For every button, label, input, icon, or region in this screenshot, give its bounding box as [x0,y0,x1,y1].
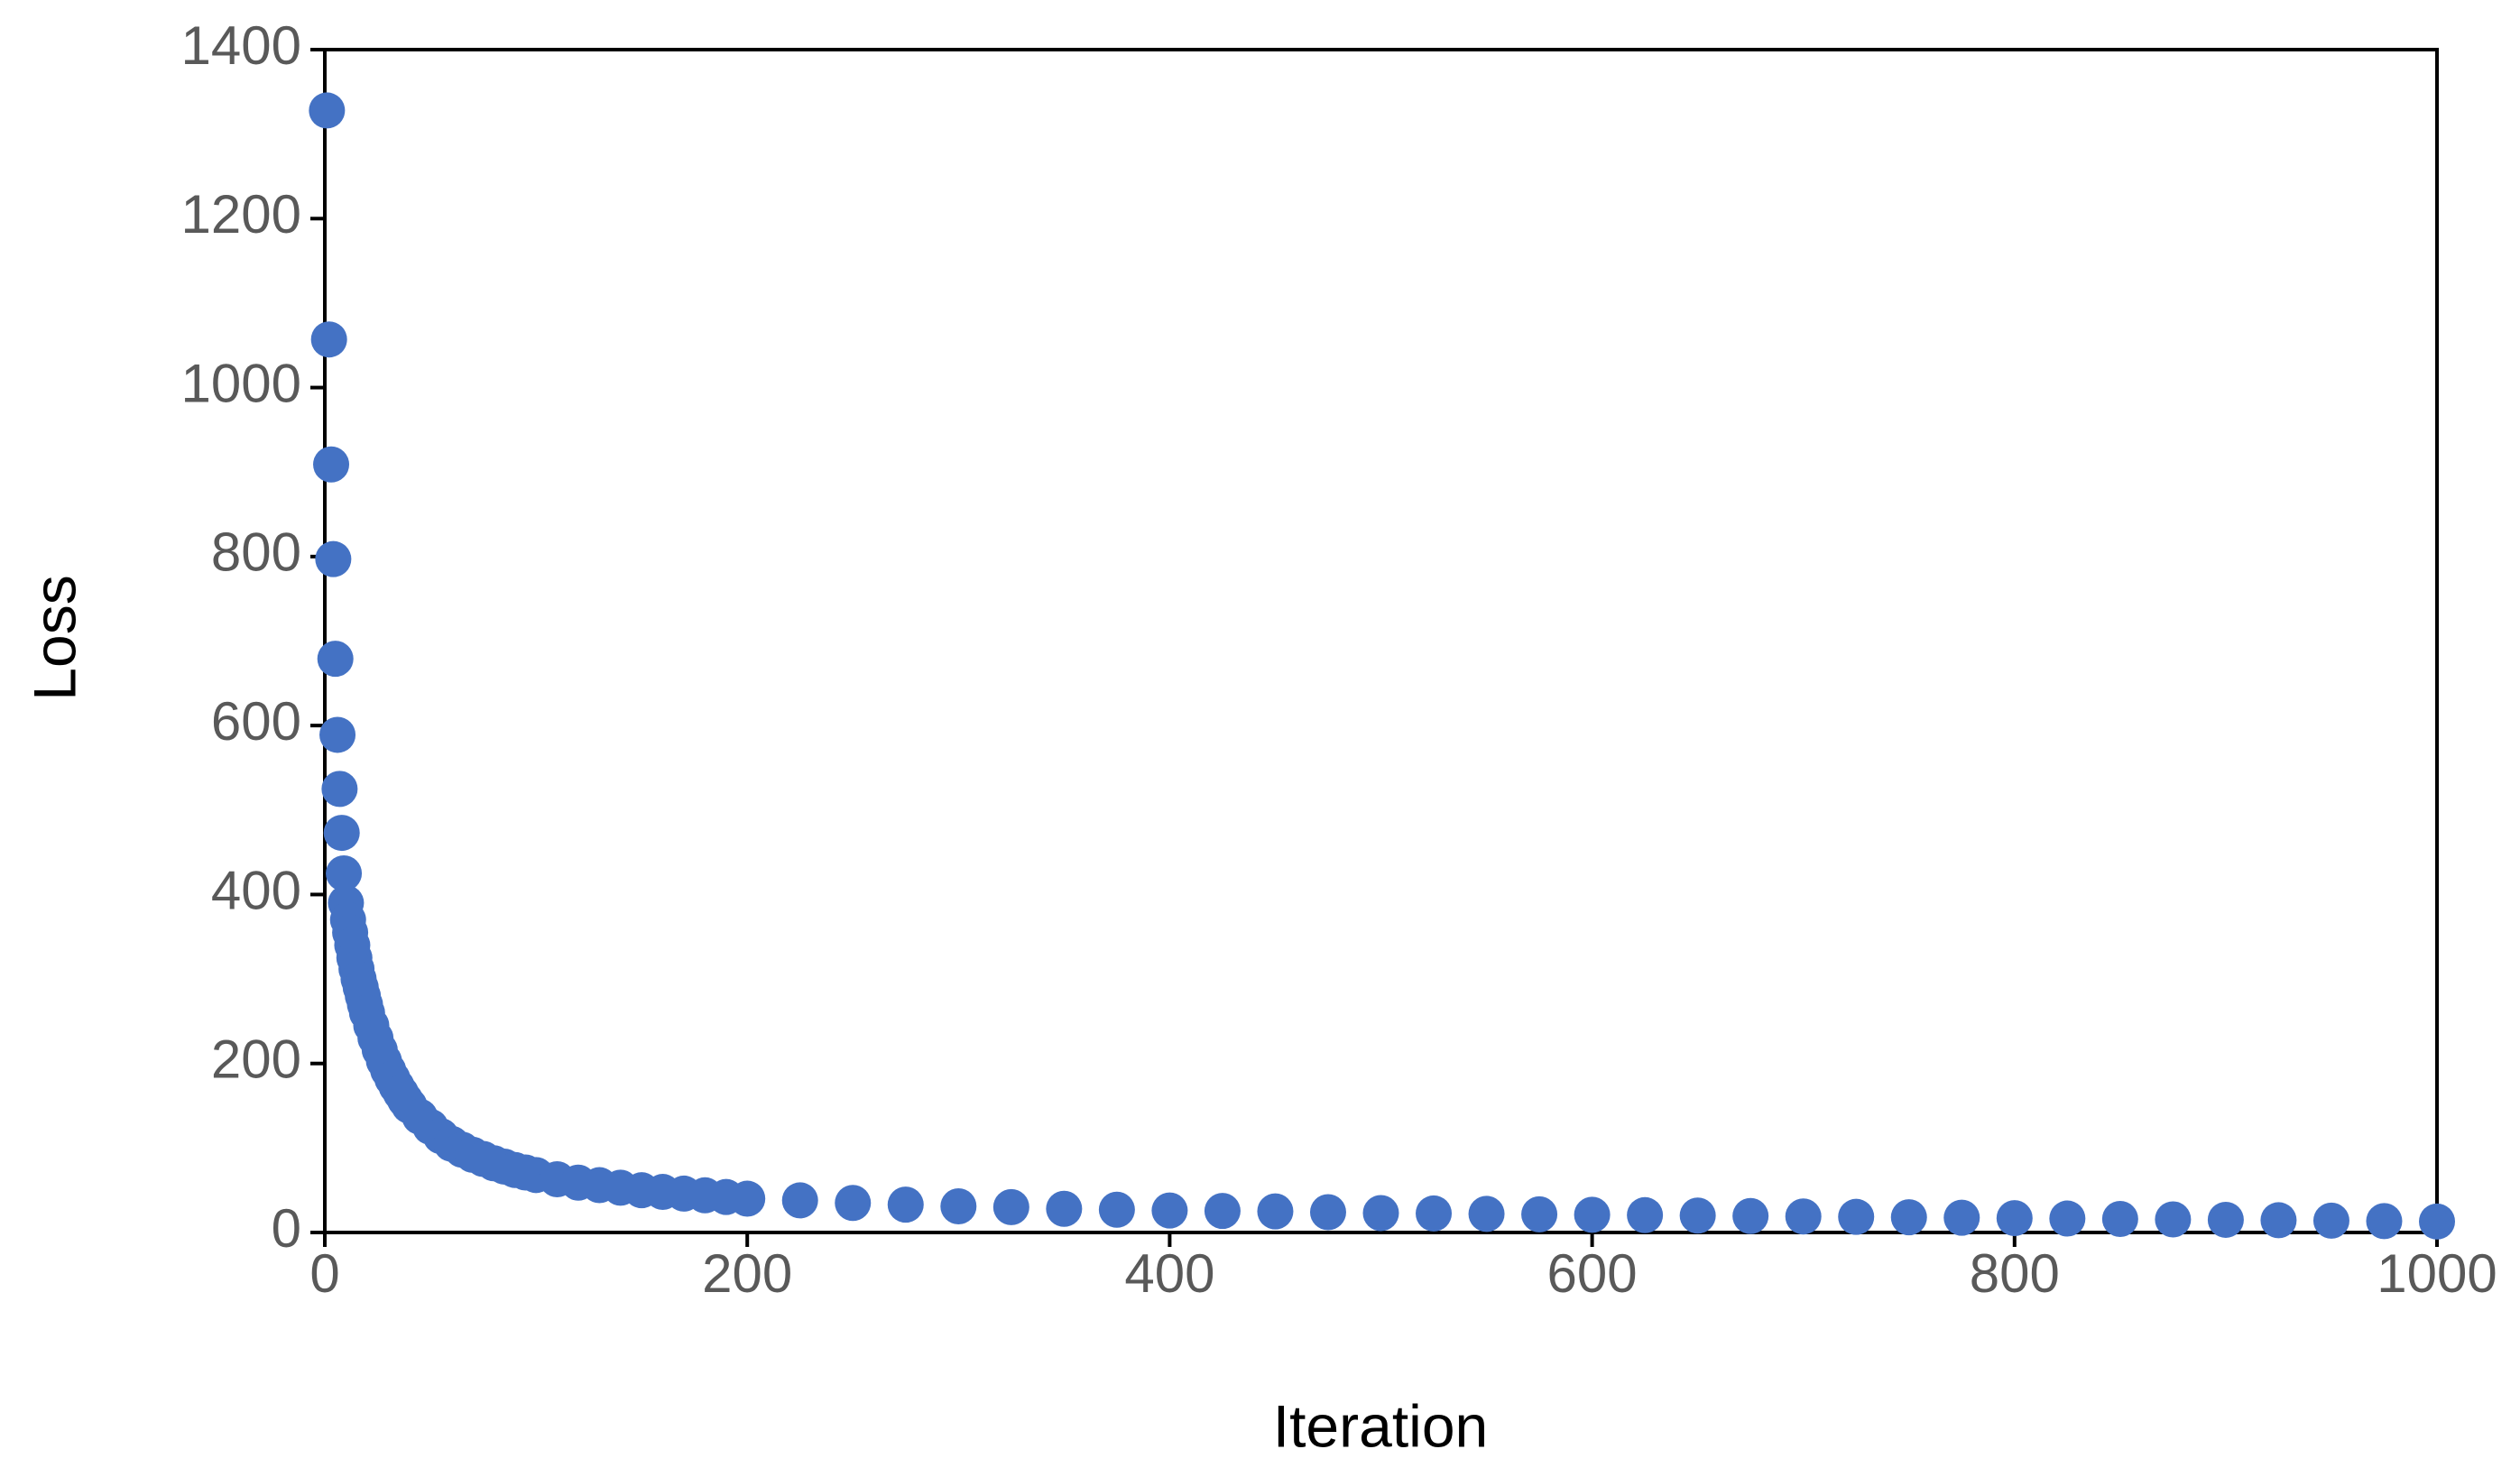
point [1996,1200,2033,1237]
x-tick-label: 0 [309,1243,339,1304]
y-tick-label: 800 [211,522,301,583]
point [1521,1195,1558,1232]
point [2155,1201,2192,1238]
point [1204,1193,1241,1230]
point [310,321,347,358]
point [1890,1199,1927,1236]
point [2101,1201,2138,1238]
point [1151,1192,1188,1229]
point [1416,1195,1453,1232]
y-tick-label: 1000 [181,353,301,413]
y-tick-label: 1400 [181,15,301,76]
x-tick-label: 400 [1124,1243,1214,1304]
point [319,716,356,753]
point [1046,1190,1083,1227]
point [992,1188,1029,1225]
point [1627,1196,1664,1233]
point [2419,1203,2455,1240]
point [315,540,352,577]
y-tick-label: 200 [211,1029,301,1090]
point [1679,1197,1716,1234]
y-tick-label: 400 [211,860,301,920]
point [326,855,363,892]
point [835,1185,872,1222]
x-axis-title: Iteration [1273,1392,1488,1459]
point [2366,1203,2403,1240]
point [940,1187,977,1224]
point [887,1186,924,1223]
point [1362,1195,1399,1232]
x-tick-label: 1000 [2377,1243,2497,1304]
point [781,1182,818,1219]
point [1098,1191,1135,1228]
plot-frame [323,48,2439,1234]
point [1309,1194,1346,1231]
point [1943,1199,1980,1236]
point [1257,1193,1294,1230]
point [1468,1195,1505,1232]
point [1732,1197,1769,1234]
x-tick-label: 200 [702,1243,792,1304]
point [729,1180,766,1217]
point [2312,1202,2349,1239]
point [2260,1202,2297,1239]
point [1838,1198,1875,1235]
y-tick-label: 600 [211,691,301,752]
y-tick-label: 0 [272,1198,301,1259]
point [1785,1198,1822,1235]
y-axis-title: Loss [21,575,88,700]
point [321,771,358,808]
point [323,815,360,852]
point [1574,1196,1611,1233]
x-tick-label: 600 [1547,1243,1638,1304]
x-tick-label: 800 [1970,1243,2060,1304]
y-tick-label: 1200 [181,184,301,245]
point [309,92,346,129]
point [313,446,350,483]
point [317,641,354,678]
point [2207,1201,2244,1238]
point [2049,1200,2086,1237]
